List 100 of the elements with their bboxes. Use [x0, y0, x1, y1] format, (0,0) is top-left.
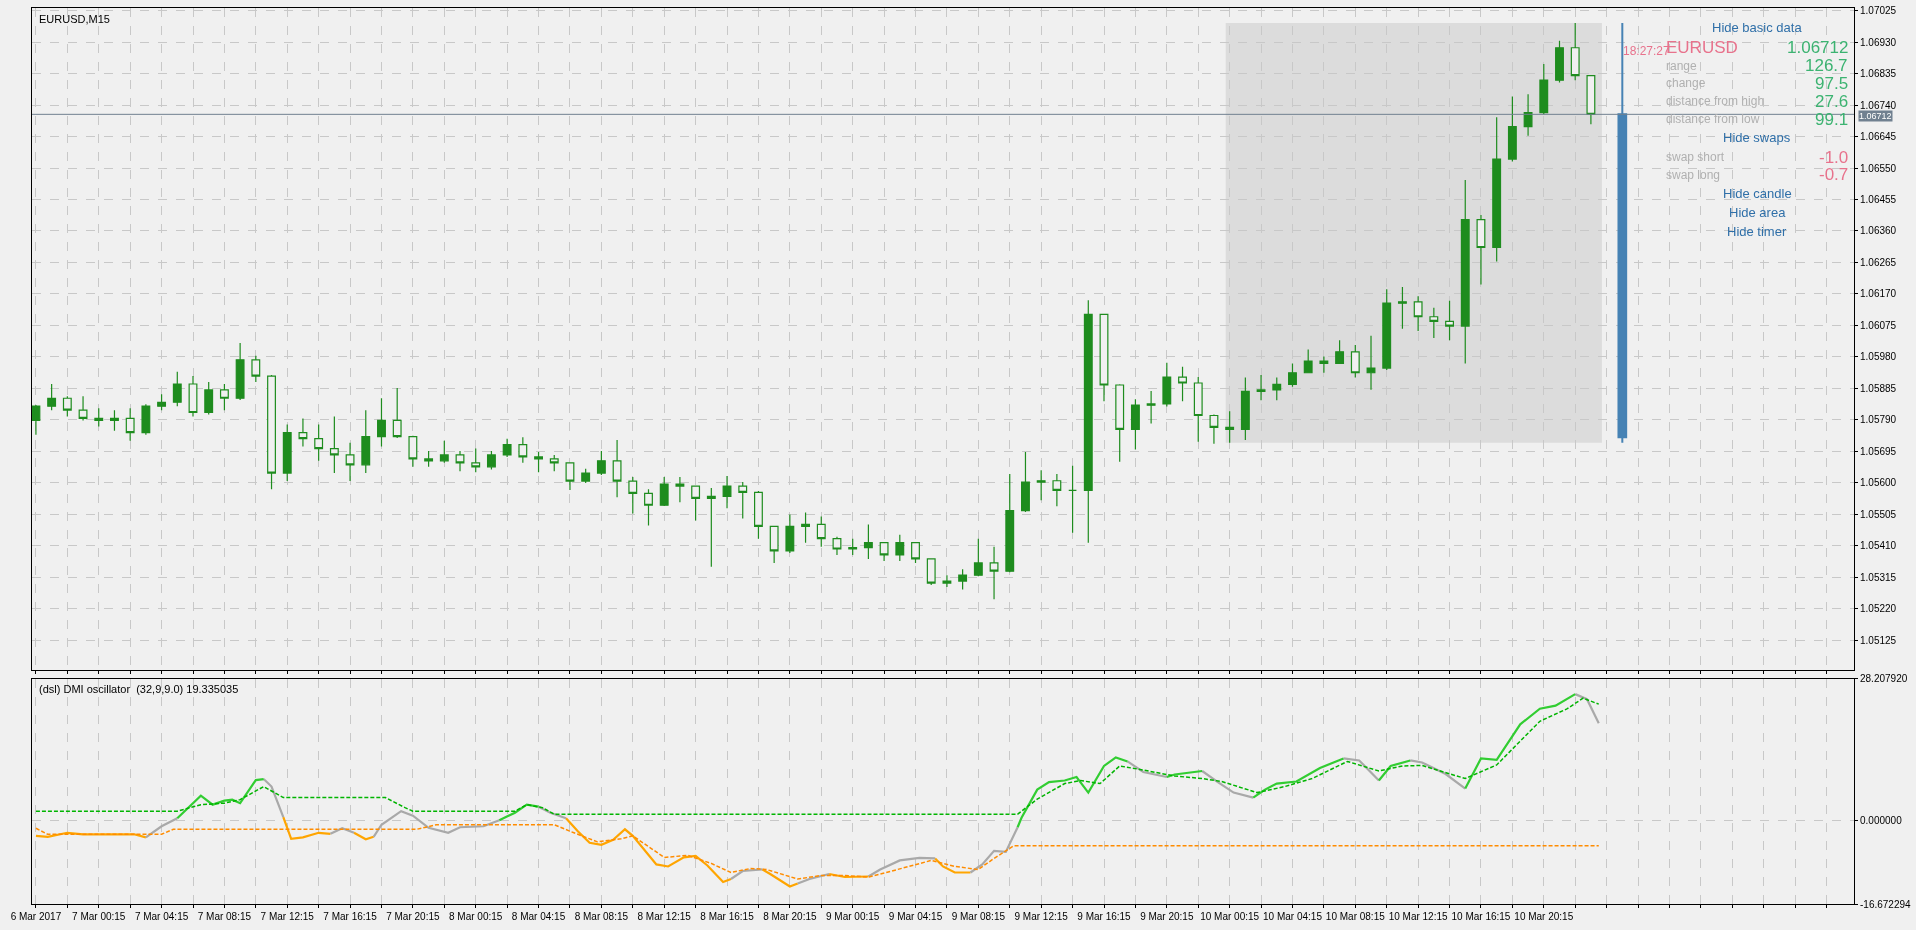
x-tick-label: 10 Mar 04:15 — [1263, 911, 1323, 922]
candlestick — [549, 454, 559, 472]
candlestick — [1225, 410, 1235, 444]
candlestick — [1256, 374, 1266, 401]
candlestick — [408, 435, 418, 468]
candlestick — [738, 481, 748, 520]
candlestick — [1366, 335, 1376, 391]
candlestick — [722, 475, 732, 509]
y-tick-label: 1.06550 — [1860, 162, 1897, 174]
x-tick-label: 8 Mar 12:15 — [637, 911, 692, 922]
candlestick — [1162, 362, 1172, 408]
candlestick — [691, 484, 701, 522]
candlestick — [816, 515, 826, 548]
annotation: -0.7 — [1819, 165, 1849, 184]
candlestick — [1476, 214, 1486, 286]
candlestick — [801, 511, 811, 544]
y-tick-label: 1.05885 — [1860, 382, 1897, 394]
y-tick-label: 28.207920 — [1860, 673, 1908, 685]
candlestick — [62, 395, 72, 418]
candlestick — [754, 490, 763, 540]
candlestick — [377, 397, 386, 448]
candlestick — [1539, 63, 1549, 115]
candlestick — [424, 450, 434, 468]
candlestick — [1382, 288, 1392, 371]
annotation: Hide area — [1729, 205, 1787, 220]
x-tick-label: 10 Mar 20:15 — [1514, 911, 1574, 922]
candlestick — [879, 541, 889, 562]
candlestick — [439, 440, 449, 464]
y-tick-label: 1.05125 — [1860, 634, 1897, 646]
x-tick-label: 9 Mar 16:15 — [1077, 911, 1132, 922]
annotation: distance from low — [1666, 112, 1760, 126]
candlestick — [298, 417, 308, 448]
candlestick — [659, 476, 669, 507]
candlestick — [110, 409, 119, 432]
x-tick-label: 8 Mar 00:15 — [449, 911, 503, 922]
candlestick — [1335, 339, 1345, 365]
candlestick — [989, 546, 999, 600]
annotation: swap long — [1666, 168, 1721, 182]
candlestick — [1350, 344, 1360, 378]
y-tick-label: -16.672294 — [1860, 898, 1912, 910]
y-tick-label: 1.06075 — [1860, 319, 1897, 331]
y-tick-label: 1.05505 — [1860, 508, 1897, 520]
annotation: range — [1666, 59, 1698, 73]
x-tick-label: 9 Mar 20:15 — [1140, 911, 1194, 922]
candlestick — [895, 534, 905, 562]
chart-title: (dsl) DMI oscillator (32,9,9.0) 19.335035 — [39, 683, 239, 695]
candlestick — [392, 387, 402, 439]
candlestick — [1068, 465, 1078, 534]
y-tick-label: 1.06740 — [1860, 99, 1897, 111]
annotation: 126.7 — [1805, 56, 1848, 75]
candlestick — [141, 403, 151, 436]
candlestick — [706, 487, 716, 568]
annotation: -1.0 — [1819, 148, 1849, 167]
candlestick — [1178, 366, 1187, 402]
y-tick-label: 1.06265 — [1860, 256, 1897, 268]
candlestick — [911, 541, 920, 564]
candlestick — [267, 374, 276, 490]
candlestick — [863, 523, 873, 560]
candlestick — [172, 371, 182, 407]
candlestick — [251, 355, 261, 383]
candlestick — [1036, 469, 1046, 501]
candlestick — [848, 538, 858, 556]
x-tick-label: 7 Mar 16:15 — [323, 911, 378, 922]
candlestick — [1052, 473, 1062, 507]
annotation: 1.06712 — [1787, 38, 1849, 57]
x-tick-label: 7 Mar 08:15 — [197, 911, 252, 922]
candlestick — [926, 557, 936, 586]
candlestick — [1099, 313, 1109, 402]
candlestick — [1460, 179, 1470, 365]
y-tick-label: 1.05315 — [1860, 571, 1897, 583]
x-tick-label: 7 Mar 20:15 — [386, 911, 441, 922]
candlestick — [1272, 376, 1282, 401]
y-tick-label: 1.06360 — [1860, 225, 1897, 237]
x-tick-label: 6 Mar 2017 — [10, 911, 62, 922]
candlestick — [534, 451, 543, 473]
candlestick — [1193, 376, 1203, 443]
annotation: Hide timer — [1727, 224, 1787, 239]
x-tick-label: 8 Mar 08:15 — [574, 911, 629, 922]
candlestick — [1586, 74, 1596, 125]
candlestick — [361, 409, 371, 474]
candlestick — [78, 395, 88, 422]
candlestick — [1555, 40, 1564, 84]
candlestick — [1303, 348, 1313, 374]
annotation: Hide candle — [1723, 186, 1792, 201]
x-tick-label: 9 Mar 08:15 — [951, 911, 1006, 922]
candlestick — [1492, 116, 1502, 263]
candlestick — [612, 439, 622, 498]
candlestick — [1397, 286, 1407, 330]
x-tick-label: 7 Mar 04:15 — [134, 911, 189, 922]
annotation: change — [1666, 76, 1706, 90]
x-tick-label: 8 Mar 04:15 — [511, 911, 566, 922]
candlestick — [675, 476, 685, 503]
candlestick — [486, 450, 496, 471]
x-tick-label: 9 Mar 00:15 — [826, 911, 880, 922]
y-tick-label: 1.05600 — [1860, 477, 1897, 489]
line-series — [35, 697, 1600, 815]
annotation: distance from high — [1666, 94, 1765, 108]
y-tick-label: 1.05695 — [1860, 445, 1897, 457]
candlestick — [1445, 300, 1454, 341]
candlestick — [1319, 355, 1329, 374]
